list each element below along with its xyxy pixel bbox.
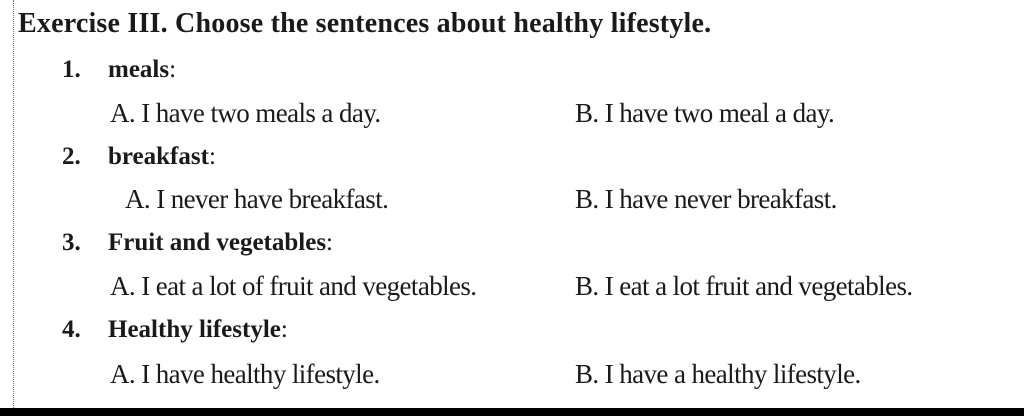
question-2: 2. breakfast:	[62, 143, 216, 171]
option-b[interactable]: B. I have a healthy lifestyle.	[575, 359, 861, 389]
option-a[interactable]: A. I have two meals a day.	[110, 98, 381, 128]
question-label: Healthy lifestyle	[108, 316, 281, 343]
bottom-bar	[0, 408, 1024, 416]
colon: :	[280, 316, 288, 343]
colon: :	[326, 229, 333, 256]
colon: :	[208, 143, 216, 170]
question-1: 1. meals:	[62, 56, 176, 84]
option-b[interactable]: B. I eat a lot fruit and vegetables.	[575, 271, 913, 301]
option-a[interactable]: A. I have healthy lifestyle.	[110, 359, 380, 389]
question-4: 4. Healthy lifestyle:	[62, 316, 288, 344]
question-label: meals	[108, 56, 170, 83]
option-a[interactable]: A. I never have breakfast.	[125, 184, 389, 214]
question-number: 4.	[62, 316, 81, 343]
option-a[interactable]: A. I eat a lot of fruit and vegetables.	[110, 271, 477, 301]
question-number: 3.	[62, 229, 81, 256]
margin-line	[13, 0, 14, 408]
option-b[interactable]: B. I have never breakfast.	[575, 184, 837, 214]
question-label: breakfast	[108, 143, 209, 170]
colon: :	[169, 56, 177, 83]
question-3: 3. Fruit and vegetables:	[62, 229, 333, 257]
option-b[interactable]: B. I have two meal a day.	[575, 98, 835, 128]
question-number: 1.	[62, 56, 81, 83]
exercise-title: Exercise III. Choose the sentences about…	[18, 8, 712, 39]
question-label: Fruit and vegetables	[108, 229, 327, 256]
question-number: 2.	[62, 143, 81, 170]
